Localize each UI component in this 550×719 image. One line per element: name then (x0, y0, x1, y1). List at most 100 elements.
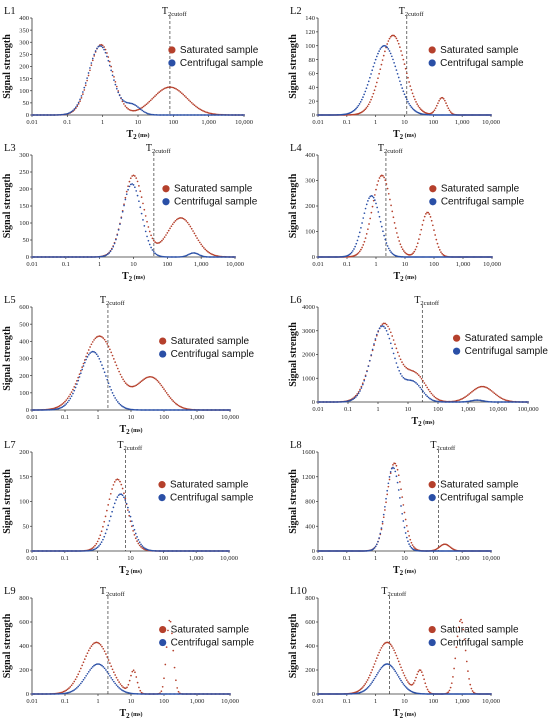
x-axis-title-main: T (126, 129, 133, 140)
data-point (160, 384, 163, 387)
data-point (378, 50, 380, 52)
data-point (98, 663, 101, 666)
data-point (433, 109, 436, 112)
data-point (466, 400, 469, 403)
data-point (56, 550, 58, 552)
data-point (363, 93, 365, 96)
data-point (117, 229, 120, 231)
data-point (132, 408, 135, 411)
data-point (480, 385, 483, 388)
data-point (469, 392, 472, 394)
x-tick-label: 10 (401, 555, 408, 562)
data-point (35, 409, 37, 411)
data-point (108, 520, 111, 522)
data-point (409, 538, 412, 541)
data-point (109, 662, 111, 665)
data-point (173, 401, 176, 404)
x-tick-label: 10 (402, 261, 409, 268)
data-point (65, 113, 67, 115)
data-point (366, 687, 369, 689)
data-point (73, 389, 76, 392)
data-point (238, 114, 241, 116)
data-point (416, 242, 419, 245)
data-point (358, 250, 361, 253)
data-point (206, 409, 209, 411)
data-point (419, 376, 422, 378)
data-point (401, 54, 404, 57)
data-point (222, 409, 225, 411)
data-point (479, 385, 482, 388)
x-axis-title-unit: (ms) (404, 274, 417, 281)
data-point (186, 693, 189, 695)
data-point (171, 86, 173, 89)
data-point (140, 212, 143, 215)
data-point (490, 390, 493, 392)
data-point (343, 400, 346, 403)
x-tick-label: 1 (98, 261, 101, 268)
data-point (375, 657, 378, 659)
data-point (389, 470, 392, 473)
data-point (52, 256, 55, 258)
data-point (196, 409, 198, 411)
data-point (117, 494, 120, 497)
data-point (374, 675, 377, 678)
data-point (225, 550, 228, 552)
y-tick-label: 150 (19, 203, 29, 210)
data-point (471, 690, 474, 692)
data-point (447, 544, 450, 547)
data-point (140, 693, 143, 695)
data-point (435, 104, 438, 107)
data-point (73, 108, 76, 110)
data-point (377, 52, 379, 55)
data-point (136, 540, 138, 543)
data-point (426, 395, 429, 398)
data-point (405, 524, 408, 527)
data-point (72, 388, 74, 391)
data-point (408, 543, 410, 545)
data-point (527, 401, 529, 403)
data-point (197, 550, 200, 552)
data-point (112, 506, 115, 509)
data-point (191, 550, 194, 552)
data-point (149, 409, 152, 411)
data-point (60, 404, 62, 406)
data-point (33, 409, 36, 411)
data-point (197, 239, 200, 242)
data-point (454, 401, 457, 403)
data-point (140, 196, 143, 199)
data-point (165, 693, 168, 695)
data-point (165, 234, 167, 236)
data-point (74, 383, 77, 385)
data-point (79, 100, 81, 102)
data-point (98, 357, 101, 360)
data-point (354, 396, 357, 398)
data-point (412, 682, 415, 684)
data-point (215, 254, 217, 257)
data-point (32, 693, 35, 695)
data-point (81, 366, 84, 368)
data-point (63, 550, 66, 552)
data-point (137, 538, 140, 541)
data-point (416, 673, 419, 676)
data-point (36, 693, 39, 695)
data-point (360, 226, 362, 229)
data-point (89, 67, 91, 69)
data-point (389, 198, 391, 201)
data-point (228, 550, 230, 552)
data-point (46, 693, 49, 695)
data-point (210, 409, 213, 411)
data-point (161, 685, 164, 688)
data-point (405, 98, 408, 101)
data-point (68, 691, 70, 694)
data-point (186, 409, 189, 411)
data-point (215, 256, 217, 258)
y-tick-label: 200 (19, 667, 29, 674)
x-tick-label: 0.1 (343, 698, 351, 705)
data-point (392, 647, 394, 649)
data-point (171, 693, 173, 695)
data-point (181, 217, 184, 219)
legend-label: Saturated sample (440, 45, 519, 56)
